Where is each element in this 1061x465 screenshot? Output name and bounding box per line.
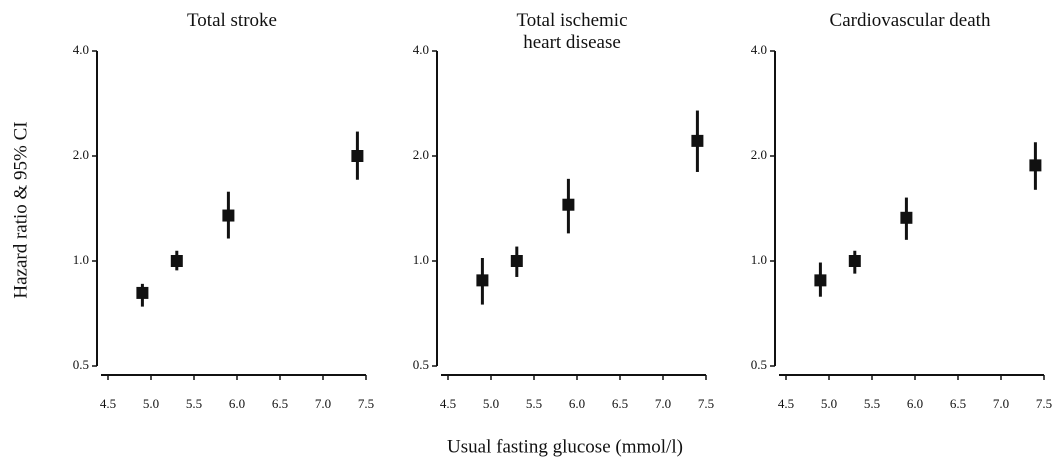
x-tick-label: 6.5	[272, 396, 288, 411]
x-tick-label: 6.0	[569, 396, 585, 411]
y-tick-label: 1.0	[73, 252, 89, 267]
panel-title: Total stroke	[187, 10, 277, 31]
y-tick-label: 0.5	[751, 357, 767, 372]
x-tick-label: 5.5	[186, 396, 202, 411]
y-tick-label: 2.0	[73, 147, 89, 162]
x-tick-label: 7.5	[358, 396, 374, 411]
x-tick-label: 7.5	[1036, 396, 1052, 411]
point-estimate	[1029, 159, 1042, 172]
point-estimate	[691, 134, 704, 147]
point-estimate	[814, 274, 827, 287]
y-tick-label: 4.0	[751, 42, 767, 57]
point-estimate	[170, 255, 183, 267]
point-estimate	[510, 255, 523, 267]
x-tick-label: 6.5	[950, 396, 966, 411]
y-tick-label: 0.5	[73, 357, 89, 372]
x-axis-label: Usual fasting glucose (mmol/l)	[447, 436, 683, 457]
point-estimate	[136, 286, 149, 299]
x-tick-label: 6.5	[612, 396, 628, 411]
x-tick-label: 5.5	[526, 396, 542, 411]
y-tick-label: 1.0	[413, 252, 429, 267]
x-tick-label: 4.5	[440, 396, 456, 411]
x-tick-label: 5.5	[864, 396, 880, 411]
point-estimate	[848, 255, 861, 267]
point-estimate	[222, 209, 235, 222]
x-tick-label: 7.0	[655, 396, 671, 411]
point-estimate	[351, 150, 364, 162]
y-axis-label: Hazard ratio & 95% CI	[10, 121, 31, 298]
x-tick-label: 6.0	[907, 396, 923, 411]
x-tick-label: 5.0	[143, 396, 159, 411]
x-tick-label: 4.5	[778, 396, 794, 411]
x-tick-label: 6.0	[229, 396, 245, 411]
x-tick-label: 5.0	[821, 396, 837, 411]
y-tick-label: 4.0	[73, 42, 89, 57]
point-estimate	[476, 274, 489, 287]
y-tick-label: 2.0	[751, 147, 767, 162]
x-tick-label: 7.0	[315, 396, 331, 411]
x-tick-label: 7.5	[698, 396, 714, 411]
y-tick-label: 0.5	[413, 357, 429, 372]
y-tick-label: 2.0	[413, 147, 429, 162]
x-tick-label: 7.0	[993, 396, 1009, 411]
point-estimate	[562, 198, 575, 211]
point-estimate	[900, 211, 913, 224]
y-tick-label: 4.0	[413, 42, 429, 57]
y-tick-label: 1.0	[751, 252, 767, 267]
x-tick-label: 4.5	[100, 396, 116, 411]
panel-title: Total ischemic heart disease	[516, 10, 628, 53]
panel-title: Cardiovascular death	[829, 10, 991, 31]
x-tick-label: 5.0	[483, 396, 499, 411]
